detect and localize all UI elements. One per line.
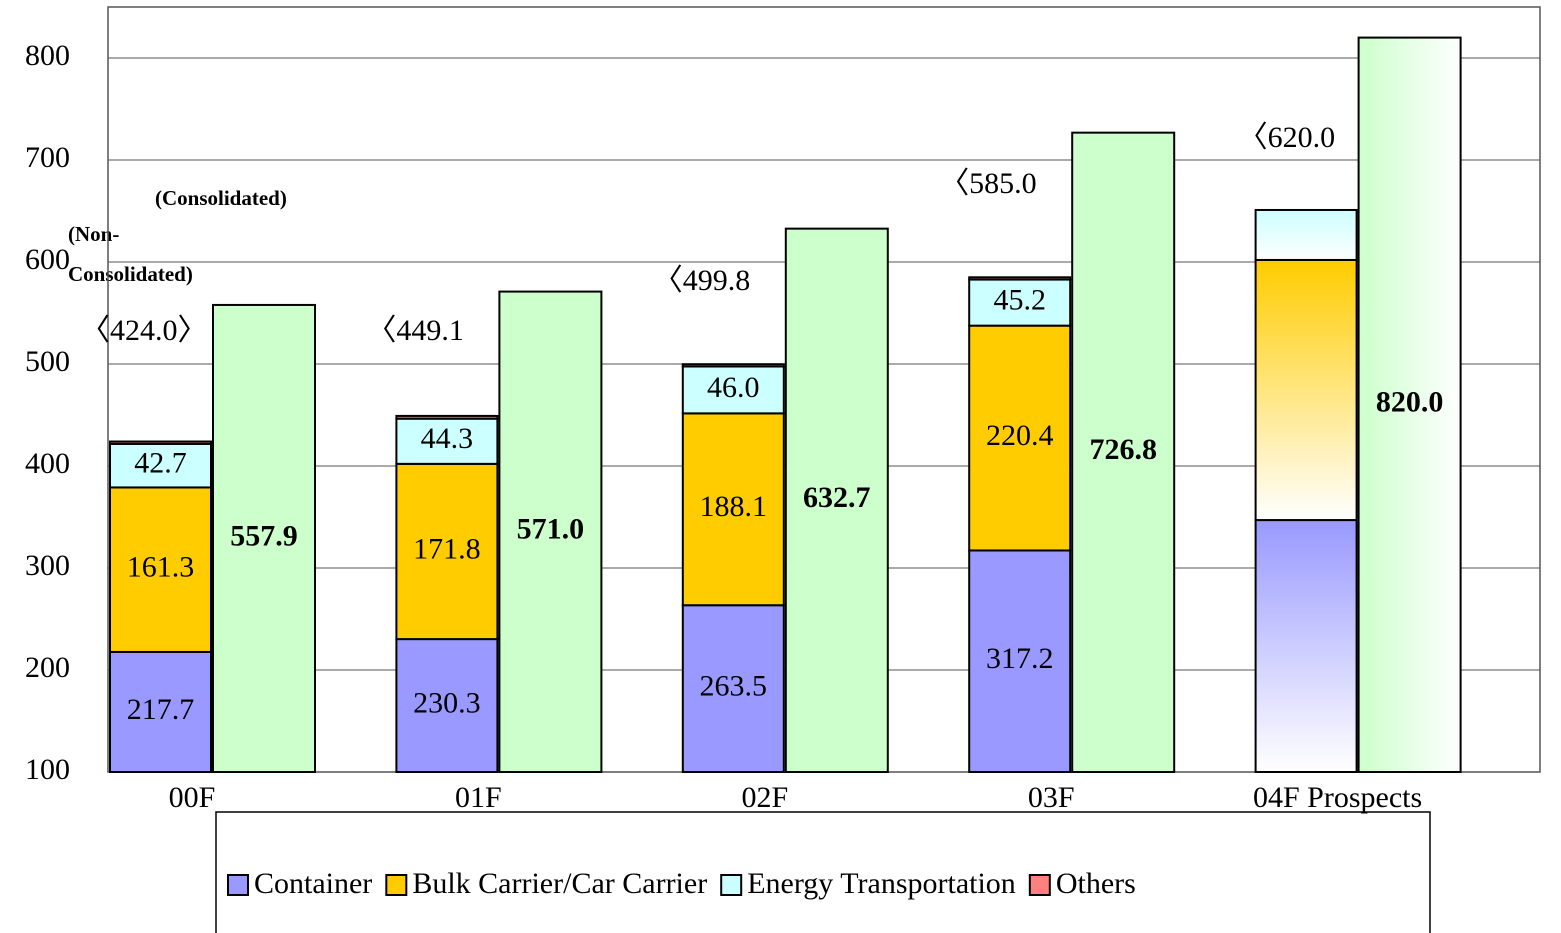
bar-segment [109, 440, 212, 445]
data-label: 263.5 [700, 670, 768, 703]
bar-segment [968, 276, 1072, 281]
y-tick-label: 400 [25, 447, 70, 480]
bar-segment [109, 650, 212, 773]
bar [212, 303, 316, 773]
total-label: 〈449.1 [366, 314, 464, 347]
legend-swatch [720, 874, 743, 896]
data-label: 44.3 [421, 422, 474, 455]
data-label: 571.0 [517, 513, 585, 546]
bar-segment [681, 363, 785, 368]
x-tick-label: 01F [455, 781, 502, 814]
y-tick-label: 500 [25, 345, 70, 378]
annotation: Consolidated) [68, 262, 193, 286]
total-label: 〈499.8 [653, 264, 751, 297]
legend-swatch [227, 874, 249, 896]
y-tick-label: 700 [25, 141, 70, 174]
x-tick-label: 03F [1028, 781, 1075, 814]
bar [498, 290, 603, 773]
bar-segment [681, 365, 785, 415]
bar [1357, 36, 1462, 774]
bar-segment [395, 417, 499, 465]
total-label: 〈620.0 [1238, 121, 1336, 154]
data-label: 230.3 [413, 686, 481, 719]
bar [784, 227, 889, 773]
bar-segment [109, 486, 212, 653]
data-label: 188.1 [700, 490, 768, 523]
bar [1071, 131, 1176, 773]
bar-segment [1254, 208, 1358, 261]
legend-swatch [1028, 874, 1051, 896]
legend-label: Energy Transportation [747, 867, 1016, 900]
y-tick-label: 600 [25, 243, 70, 276]
y-tick-label: 200 [25, 651, 70, 684]
legend-label: Others [1056, 867, 1136, 900]
bar-segment [681, 604, 785, 773]
bar-segment [395, 414, 499, 420]
x-tick-label: 04F Prospects [1253, 781, 1422, 814]
y-tick-label: 300 [25, 549, 70, 582]
total-label: 〈424.0〉 [80, 314, 208, 347]
legend-label: Bulk Carrier/Car Carrier [412, 867, 707, 900]
total-label: 〈585.0 [939, 167, 1036, 200]
annotation: (Non- [68, 222, 119, 246]
data-label: 161.3 [127, 551, 195, 584]
data-label: 557.9 [230, 519, 298, 552]
y-tick-label: 100 [25, 753, 70, 786]
data-label: 820.0 [1376, 386, 1444, 419]
data-label: 726.8 [1089, 433, 1157, 466]
y-tick-label: 800 [25, 39, 70, 72]
x-tick-label: 02F [741, 781, 788, 814]
data-label: 171.8 [413, 532, 481, 565]
annotation: (Consolidated) [155, 186, 287, 210]
legend-box [215, 811, 1431, 933]
bar-segment [681, 412, 785, 607]
data-label: 42.7 [134, 447, 187, 480]
data-label: 220.4 [986, 419, 1054, 452]
data-label: 217.7 [127, 693, 195, 726]
bar-segment [1254, 519, 1358, 773]
legend-label: Container [254, 867, 372, 900]
data-label: 45.2 [993, 283, 1046, 316]
legend-swatch [385, 874, 408, 896]
data-label: 632.7 [803, 481, 871, 514]
bar-segment [1254, 258, 1358, 522]
data-label: 317.2 [986, 642, 1054, 675]
x-tick-label: 00F [169, 781, 216, 814]
data-label: 46.0 [707, 371, 760, 404]
